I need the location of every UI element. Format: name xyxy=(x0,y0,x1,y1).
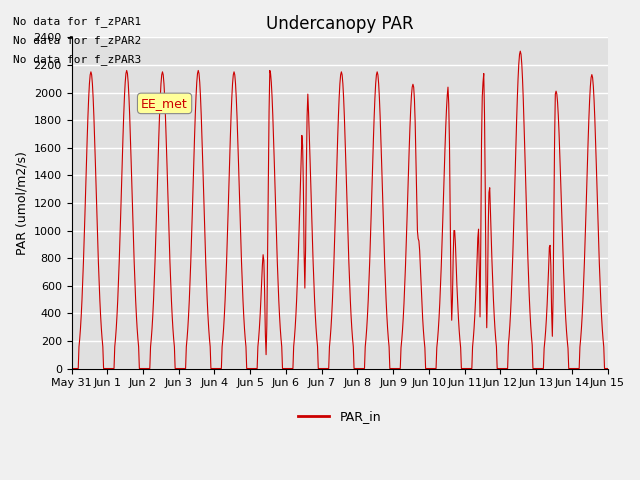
Text: No data for f_zPAR1: No data for f_zPAR1 xyxy=(13,16,141,27)
Text: EE_met: EE_met xyxy=(141,97,188,110)
Text: No data for f_zPAR2: No data for f_zPAR2 xyxy=(13,35,141,46)
Y-axis label: PAR (umol/m2/s): PAR (umol/m2/s) xyxy=(15,151,28,255)
Text: No data for f_zPAR3: No data for f_zPAR3 xyxy=(13,54,141,65)
Title: Undercanopy PAR: Undercanopy PAR xyxy=(266,15,413,33)
Legend: PAR_in: PAR_in xyxy=(293,406,386,429)
